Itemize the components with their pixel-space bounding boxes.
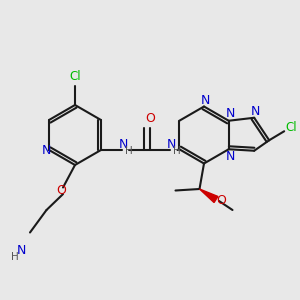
Text: N: N — [226, 107, 235, 120]
Text: N: N — [226, 150, 235, 163]
Text: H: H — [173, 146, 181, 157]
Text: O: O — [217, 194, 226, 208]
Text: Cl: Cl — [285, 121, 297, 134]
Text: N: N — [42, 143, 51, 157]
Text: N: N — [251, 105, 260, 118]
Text: Cl: Cl — [69, 70, 81, 83]
Text: N: N — [16, 244, 26, 257]
Text: N: N — [167, 137, 176, 151]
Text: O: O — [145, 112, 155, 125]
Text: H: H — [125, 146, 133, 157]
Text: N: N — [201, 94, 210, 107]
Text: N: N — [119, 137, 128, 151]
Polygon shape — [200, 189, 218, 202]
Text: O: O — [57, 184, 66, 197]
Text: H: H — [11, 251, 19, 262]
